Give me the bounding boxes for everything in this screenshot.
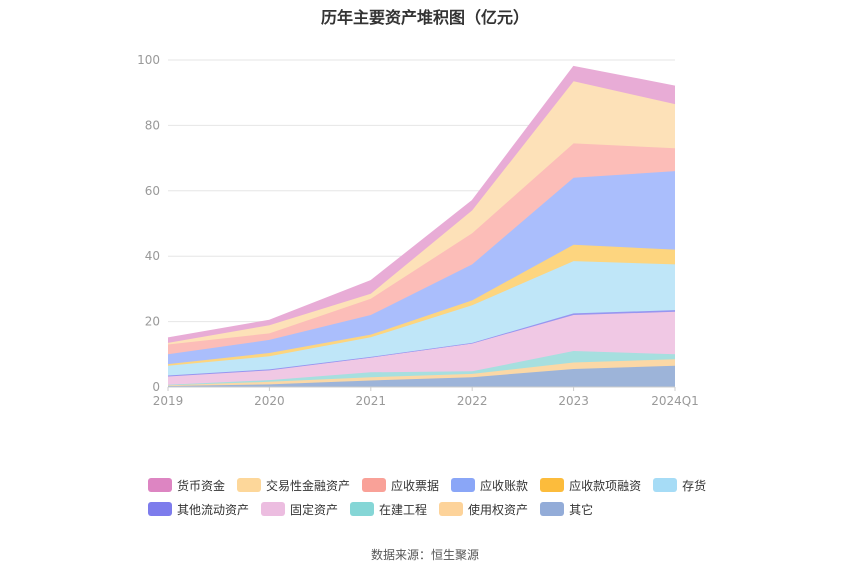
legend-label: 交易性金融资产 — [266, 478, 351, 493]
area-edge-其他流动资产 — [167, 309, 676, 377]
legend-swatch — [148, 502, 172, 516]
legend-swatch — [540, 502, 565, 516]
legend-swatch — [451, 478, 476, 492]
legend-item[interactable]: 其它 — [540, 501, 593, 518]
area-交易性金融资产 — [168, 81, 675, 345]
legend-item[interactable]: 应收票据 — [362, 477, 439, 494]
data-source: 数据来源：恒生聚源 — [370, 548, 479, 562]
legend-swatch — [148, 478, 172, 492]
area-存货 — [168, 261, 675, 376]
x-tick-label: 2023 — [558, 394, 589, 408]
y-tick-label: 60 — [145, 184, 160, 198]
area-edge-货币资金 — [167, 65, 676, 339]
area-应收票据 — [168, 143, 675, 355]
x-tick-label: 2020 — [254, 394, 285, 408]
y-tick-label: 40 — [145, 249, 160, 263]
legend-swatch — [439, 502, 464, 516]
legend-label: 货币资金 — [177, 478, 226, 493]
legend-row: 货币资金 交易性金融资产 应收票据 应收账款 应收款项融资 存货 — [148, 473, 748, 497]
x-tick-label: 2024Q1 — [651, 394, 699, 408]
area-应收款项融资 — [168, 244, 675, 366]
legend-swatch — [261, 502, 286, 516]
axes: 0 20 40 60 80 100 2019 2020 2021 2022 2023 2024Q1 — [137, 53, 699, 408]
y-tick-label: 0 — [152, 380, 160, 394]
legend-row: 其他流动资产 固定资产 在建工程 使用权资产 其它 — [148, 497, 748, 521]
legend-swatch — [350, 502, 375, 516]
legend-swatch — [362, 478, 387, 492]
area-固定资产 — [168, 311, 675, 385]
x-tick-label: 2019 — [153, 394, 184, 408]
y-tick-label: 20 — [145, 315, 160, 329]
legend-item[interactable]: 在建工程 — [350, 501, 427, 518]
chart-legend: 货币资金 交易性金融资产 应收票据 应收账款 应收款项融资 存货其他流动资产 固定资产 在建工… — [148, 473, 748, 521]
legend-item[interactable]: 固定资产 — [261, 501, 338, 518]
legend-label: 其他流动资产 — [177, 502, 250, 517]
area-应收账款 — [168, 171, 675, 365]
x-tick-label: 2021 — [356, 394, 387, 408]
legend-label: 应收票据 — [391, 478, 440, 493]
legend-swatch — [540, 478, 565, 492]
legend-label: 其它 — [569, 502, 594, 517]
legend-item[interactable]: 使用权资产 — [439, 501, 528, 518]
chart-title: 历年主要资产堆积图（亿元） — [320, 8, 529, 27]
legend-label: 存货 — [682, 478, 707, 493]
area-edge-在建工程 — [167, 350, 676, 386]
legend-label: 应收款项融资 — [569, 478, 642, 493]
area-series — [167, 65, 676, 387]
legend-label: 应收账款 — [480, 478, 529, 493]
x-tick-label: 2022 — [457, 394, 488, 408]
legend-label: 在建工程 — [379, 502, 428, 517]
legend-item[interactable]: 交易性金融资产 — [237, 477, 350, 494]
stacked-area-chart: 0 20 40 60 80 100 2019 2020 2021 2022 2023 2024Q1 — [137, 53, 699, 408]
y-tick-label: 100 — [137, 53, 160, 67]
legend-item[interactable]: 存货 — [653, 477, 706, 494]
legend-item[interactable]: 应收款项融资 — [540, 477, 641, 494]
area-在建工程 — [168, 351, 675, 386]
legend-label: 固定资产 — [290, 502, 339, 517]
legend-swatch — [237, 478, 262, 492]
legend-item[interactable]: 货币资金 — [148, 477, 225, 494]
y-tick-label: 80 — [145, 118, 160, 132]
legend-swatch — [653, 478, 678, 492]
legend-label: 使用权资产 — [468, 502, 529, 517]
legend-item[interactable]: 应收账款 — [451, 477, 528, 494]
legend-item[interactable]: 其他流动资产 — [148, 501, 249, 518]
